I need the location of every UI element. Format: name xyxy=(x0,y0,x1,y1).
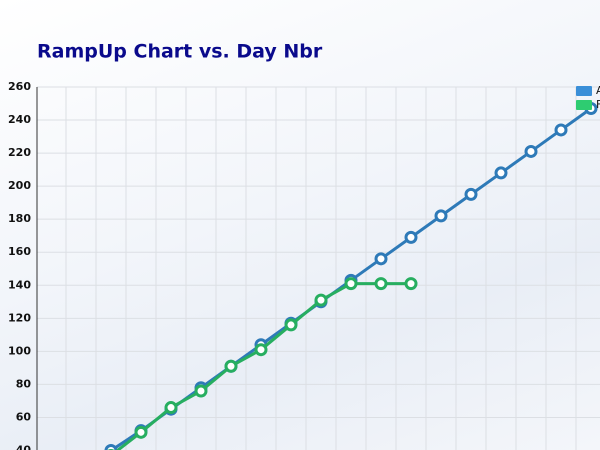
data-point xyxy=(374,252,388,266)
y-tick-label: 140 xyxy=(8,278,31,291)
data-point xyxy=(374,277,388,291)
y-tick-label: 160 xyxy=(8,245,31,258)
y-tick-label: 60 xyxy=(16,410,32,423)
data-point xyxy=(194,384,208,398)
y-tick-label: 260 xyxy=(8,80,31,93)
data-point xyxy=(224,359,238,373)
grid xyxy=(37,86,600,450)
legend: AF xyxy=(576,84,600,111)
data-point xyxy=(404,230,418,244)
legend-label: F xyxy=(596,98,600,111)
data-point xyxy=(404,277,418,291)
data-point xyxy=(284,318,298,332)
data-point xyxy=(494,166,508,180)
y-tick-label: 180 xyxy=(8,212,31,225)
y-tick-label: 40 xyxy=(16,444,32,450)
data-point xyxy=(254,343,268,357)
y-tick-label: 200 xyxy=(8,179,31,192)
chart-title: RampUp Chart vs. Day Nbr xyxy=(37,41,323,63)
data-point xyxy=(164,401,178,415)
data-point xyxy=(104,444,118,450)
y-axis-labels: 40 60 80 100 120 140 160 180 200 220 240 260 xyxy=(8,80,31,450)
plot-area xyxy=(104,101,598,450)
y-tick-label: 120 xyxy=(8,311,31,324)
data-point xyxy=(134,425,148,439)
data-point xyxy=(314,293,328,307)
data-point xyxy=(344,277,358,291)
y-tick-label: 80 xyxy=(16,377,32,390)
data-point xyxy=(434,209,448,223)
data-point xyxy=(524,144,538,158)
y-tick-label: 220 xyxy=(8,146,31,159)
data-point xyxy=(464,187,478,201)
legend-label: A xyxy=(596,84,600,97)
legend-swatch xyxy=(576,86,592,96)
legend-swatch xyxy=(576,100,592,110)
y-tick-label: 100 xyxy=(8,344,31,357)
data-point xyxy=(554,123,568,137)
y-tick-label: 240 xyxy=(8,113,31,126)
